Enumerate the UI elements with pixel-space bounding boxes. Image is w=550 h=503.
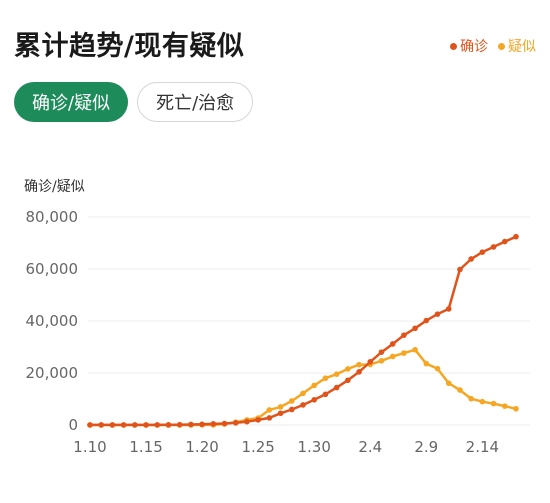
data-point-confirmed [109,422,116,428]
data-point-confirmed [300,402,306,408]
data-point-suspected [412,346,418,353]
data-point-confirmed [87,422,93,428]
data-point-confirmed [244,418,250,425]
data-point-confirmed [479,249,486,255]
legend-dot-suspected [498,42,505,50]
data-point-confirmed [322,391,329,398]
data-point-suspected [389,353,396,360]
data-point-suspected [333,371,340,377]
data-point-confirmed [445,306,452,312]
data-point-confirmed [412,325,418,332]
data-point-confirmed [288,406,295,413]
data-point-suspected [311,382,318,389]
x-tick-label: 2.14 [466,438,499,456]
data-point-confirmed [333,384,340,391]
data-point-suspected [378,357,385,364]
y-tick-label: 80,000 [26,208,79,226]
data-point-suspected [288,398,295,404]
legend-item-confirmed: 确诊 [450,36,488,56]
data-point-suspected [501,403,508,409]
legend-item-suspected: 疑似 [498,36,536,56]
y-tick-label: 60,000 [26,260,79,278]
y-tick-label: 40,000 [26,312,79,330]
data-point-suspected [322,375,329,382]
data-point-confirmed [378,349,385,355]
x-tick-label: 1.10 [73,438,106,456]
y-axis-label: 确诊/疑似 [24,179,85,195]
data-point-confirmed [232,420,239,426]
data-point-suspected [513,405,519,412]
data-point-confirmed [199,421,205,428]
data-point-suspected [468,395,474,402]
data-point-confirmed [356,369,362,375]
data-point-suspected [457,387,463,393]
x-tick-label: 2.4 [358,438,382,456]
data-point-confirmed [188,421,194,428]
tab-death-cured[interactable]: 死亡/治愈 [137,82,254,122]
data-point-confirmed [401,332,407,338]
data-point-suspected [266,407,273,413]
data-point-confirmed [143,422,149,428]
tab-confirmed-suspected[interactable]: 确诊/疑似 [14,82,129,122]
data-point-suspected [423,360,430,367]
x-tick-label: 1.20 [185,438,218,456]
data-point-confirmed [221,420,228,427]
data-point-confirmed [434,311,441,317]
data-point-suspected [300,390,306,397]
data-point-confirmed [367,358,374,365]
tab-bar: 确诊/疑似 死亡/治愈 [14,82,254,122]
data-point-confirmed [154,422,161,428]
series-line-suspected [88,348,518,427]
x-tick-label: 1.15 [129,438,162,456]
series-line-confirmed [88,235,518,427]
legend-dot-confirmed [450,42,457,50]
data-point-confirmed [132,422,138,428]
data-point-suspected [356,361,362,368]
data-point-confirmed [423,317,430,324]
data-point-confirmed [98,422,105,428]
data-point-confirmed [176,421,183,428]
data-point-confirmed [311,397,318,403]
data-point-confirmed [210,421,217,427]
data-point-confirmed [490,244,497,250]
data-point-suspected [445,380,452,387]
data-point-confirmed [165,422,172,428]
data-point-suspected [345,366,351,372]
y-tick-label: 20,000 [26,364,79,382]
data-point-confirmed [266,415,273,421]
data-point-confirmed [501,238,508,245]
y-tick-label: 0 [68,416,78,434]
data-point-suspected [401,350,407,356]
x-tick-label: 1.30 [298,438,331,456]
data-point-suspected [434,365,441,372]
data-point-confirmed [255,417,261,423]
data-point-suspected [277,404,284,410]
data-point-confirmed [457,266,463,273]
page-title: 累计趋势/现有疑似 [14,31,245,62]
data-point-confirmed [277,410,284,417]
data-point-suspected [490,400,497,407]
x-tick-label: 1.25 [241,438,274,456]
legend-label-suspected: 疑似 [508,39,536,55]
legend-label-confirmed: 确诊 [460,39,488,55]
data-point-confirmed [389,341,396,347]
data-point-confirmed [513,233,519,240]
data-point-suspected [479,398,486,405]
legend: 确诊 疑似 [450,36,536,56]
data-point-confirmed [468,256,474,262]
data-point-confirmed [120,422,127,428]
data-point-confirmed [345,377,351,384]
x-tick-label: 2.9 [414,438,438,456]
